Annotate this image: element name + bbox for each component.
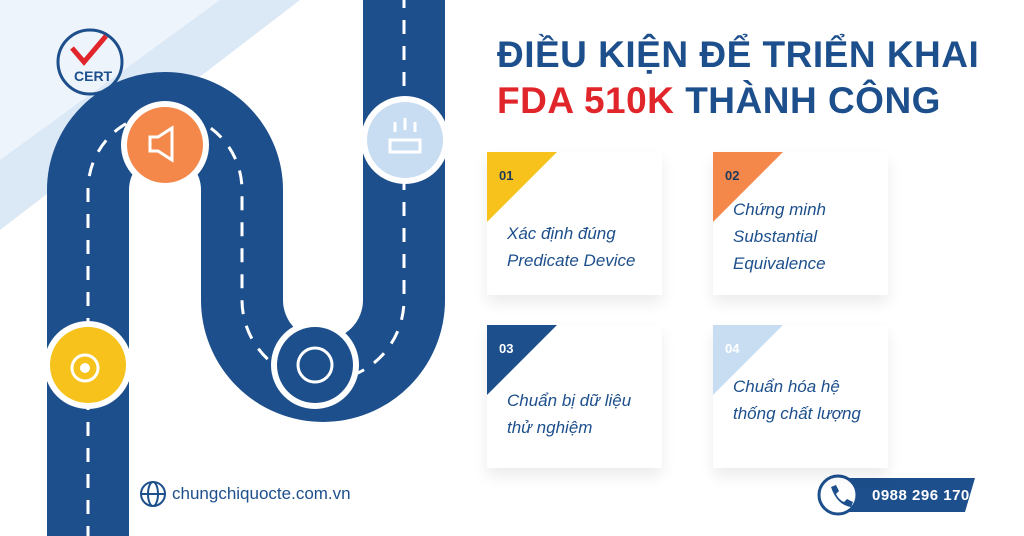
website: chungchiquocte.com.vn	[172, 484, 351, 503]
card-line: Chuẩn bị dữ liệu	[507, 391, 632, 410]
card-corner	[713, 325, 783, 395]
card-text: Xác định đúng Predicate Device	[507, 220, 636, 274]
card-number: 03	[499, 341, 514, 356]
card-corner	[487, 152, 557, 222]
card: 04 Chuẩn hóa hệ thống chất lượng	[713, 325, 888, 468]
card-number: 04	[725, 341, 740, 356]
card-line: Predicate Device	[507, 251, 636, 270]
card-line: Chuẩn hóa hệ	[733, 377, 840, 396]
card-corner	[487, 325, 557, 395]
card-text: Chuẩn hóa hệ thống chất lượng	[733, 373, 861, 427]
phone: 0988 296 170	[872, 487, 970, 504]
title-highlight: FDA 510K	[497, 80, 675, 121]
card-number: 02	[725, 168, 740, 183]
card-text: Chứng minh Substantial Equivalence	[733, 196, 826, 277]
card-line: Xác định đúng	[507, 224, 616, 243]
title-rest: THÀNH CÔNG	[685, 80, 941, 121]
logo-text: CERT	[74, 68, 113, 84]
card: 03 Chuẩn bị dữ liệu thử nghiệm	[487, 325, 662, 468]
card-line: Chứng minh	[733, 200, 826, 219]
card-line: thống chất lượng	[733, 404, 861, 423]
title-line1: ĐIỀU KIỆN ĐỂ TRIỂN KHAI	[497, 34, 980, 75]
card-corner	[713, 152, 783, 222]
card: 02 Chứng minh Substantial Equivalence	[713, 152, 888, 295]
card-text: Chuẩn bị dữ liệu thử nghiệm	[507, 387, 631, 441]
card-number: 01	[499, 168, 514, 183]
card: 01 Xác định đúng Predicate Device	[487, 152, 662, 295]
card-line: Substantial	[733, 227, 818, 246]
card-line: thử nghiệm	[507, 418, 593, 437]
title-line2: FDA 510K THÀNH CÔNG	[497, 80, 941, 122]
card-line: Equivalence	[733, 254, 826, 273]
